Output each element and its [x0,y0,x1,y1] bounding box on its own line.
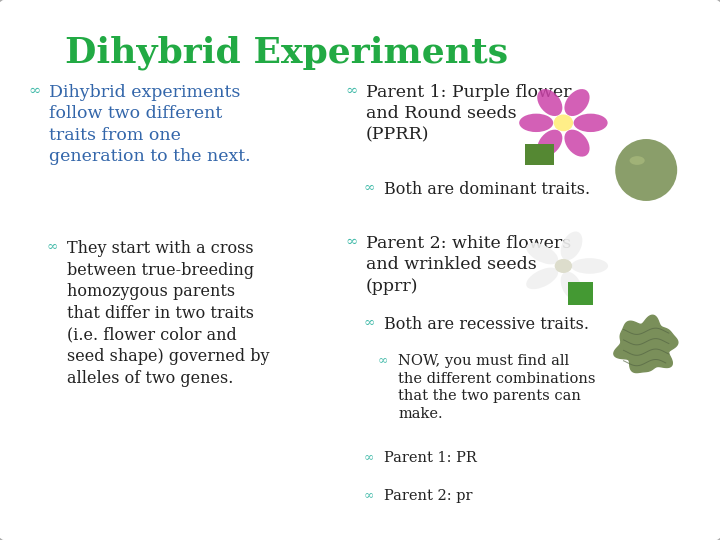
Text: ∞: ∞ [346,84,358,98]
Ellipse shape [615,139,678,201]
Bar [568,282,593,305]
Ellipse shape [561,232,582,260]
Text: Parent 1: Purple flower
and Round seeds
(PPRR): Parent 1: Purple flower and Round seeds … [366,84,571,144]
Ellipse shape [537,89,562,116]
Text: ∞: ∞ [29,84,41,98]
Ellipse shape [564,130,590,157]
Ellipse shape [629,156,644,165]
Text: ∞: ∞ [364,489,374,502]
Text: Parent 2: white flowers
and wrinkled seeds
(pprr): Parent 2: white flowers and wrinkled see… [366,235,571,295]
Text: Parent 1: PR: Parent 1: PR [384,451,477,465]
Ellipse shape [554,259,572,273]
Polygon shape [614,315,678,373]
Ellipse shape [564,89,590,116]
Text: ∞: ∞ [364,451,374,464]
Ellipse shape [574,113,608,132]
Text: ∞: ∞ [346,235,358,249]
Text: ∞: ∞ [378,354,388,367]
Text: Parent 2: pr: Parent 2: pr [384,489,472,503]
Text: Dihybrid experiments
follow two different
traits from one
generation to the next: Dihybrid experiments follow two differen… [49,84,251,165]
Ellipse shape [571,258,608,274]
Ellipse shape [519,113,553,132]
Text: NOW, you must find all
the different combinations
that the two parents can
make.: NOW, you must find all the different com… [398,354,595,421]
Text: They start with a cross
between true-breeding
homozygous parents
that differ in : They start with a cross between true-bre… [67,240,269,387]
Text: ∞: ∞ [364,316,375,330]
Text: Both are dominant traits.: Both are dominant traits. [384,181,590,198]
Ellipse shape [526,268,558,289]
Text: Dihybrid Experiments: Dihybrid Experiments [65,35,508,70]
Bar [524,144,554,165]
Text: ∞: ∞ [47,240,58,254]
Text: ∞: ∞ [364,181,375,195]
Ellipse shape [537,130,562,157]
Ellipse shape [561,272,582,300]
Text: Both are recessive traits.: Both are recessive traits. [384,316,589,333]
Ellipse shape [526,242,558,264]
Ellipse shape [554,114,573,131]
